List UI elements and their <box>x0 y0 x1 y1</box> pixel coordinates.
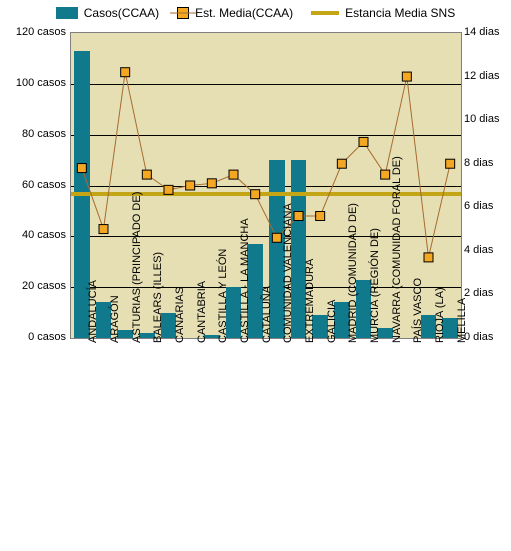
y-right-tick: 14 dias <box>464 26 499 38</box>
y-right-tick: 4 dias <box>464 244 493 256</box>
y-right-tick: 10 dias <box>464 113 499 125</box>
legend-item-line: Est. Media(CCAA) <box>177 6 293 20</box>
legend-swatch-bar <box>56 7 78 19</box>
x-axis-label: CANTABRIA <box>196 281 208 343</box>
line-marker <box>337 159 346 168</box>
legend-label-line: Est. Media(CCAA) <box>195 6 293 20</box>
y-left-tick: 120 casos <box>16 26 66 38</box>
x-axis-label: NAVARRA (COMUNIDAD FORAL DE) <box>391 156 403 343</box>
legend-label-bars: Casos(CCAA) <box>84 6 159 20</box>
x-axis-label: ANDALUCÍA <box>87 280 99 343</box>
x-axis-label: ASTURIAS (PRINCIPADO DE) <box>131 192 143 343</box>
line-marker <box>186 181 195 190</box>
y-axis-left: 0 casos20 casos40 casos60 casos80 casos1… <box>0 32 70 337</box>
legend: Casos(CCAA) Est. Media(CCAA) Estancia Me… <box>0 2 511 24</box>
x-axis-label: RIOJA (LA) <box>434 287 446 343</box>
y-right-tick: 0 dias <box>464 331 493 343</box>
legend-swatch-ref <box>311 11 339 15</box>
x-axis-label: BALEARS (ILLES) <box>152 252 164 343</box>
line-marker <box>272 233 281 242</box>
legend-item-ref: Estancia Media SNS <box>311 6 455 20</box>
x-axis-label: PAÍS VASCO <box>412 278 424 343</box>
line-marker <box>424 253 433 262</box>
line-marker <box>446 159 455 168</box>
chart-container: Casos(CCAA) Est. Media(CCAA) Estancia Me… <box>0 0 511 551</box>
x-axis-label: CASTILLA - LA MANCHA <box>239 218 251 343</box>
legend-label-ref: Estancia Media SNS <box>345 6 455 20</box>
y-right-tick: 2 dias <box>464 287 493 299</box>
y-right-tick: 6 dias <box>464 200 493 212</box>
line-marker <box>229 170 238 179</box>
line-marker <box>294 212 303 221</box>
y-left-tick: 0 casos <box>28 331 66 343</box>
y-left-tick: 40 casos <box>22 229 66 241</box>
x-axis-label: COMUNIDAD VALENCIANA <box>282 203 294 343</box>
y-right-tick: 8 dias <box>464 157 493 169</box>
x-axis-label: MELILLA <box>456 298 468 343</box>
y-left-tick: 60 casos <box>22 179 66 191</box>
line-marker <box>164 185 173 194</box>
line-marker <box>359 137 368 146</box>
line-marker <box>381 170 390 179</box>
y-axis-right: 0 dias2 dias4 dias6 dias8 dias10 dias12 … <box>460 32 511 337</box>
x-axis-label: EXTREMADURA <box>304 259 316 343</box>
legend-swatch-marker <box>177 7 189 19</box>
line-marker <box>142 170 151 179</box>
y-left-tick: 20 casos <box>22 280 66 292</box>
line-marker <box>77 164 86 173</box>
y-left-tick: 80 casos <box>22 128 66 140</box>
x-axis-label: MADRID (COMUNIDAD DE) <box>347 203 359 343</box>
line-marker <box>251 190 260 199</box>
x-axis-label: CATALUÑA <box>261 286 273 343</box>
x-axis-label: ARAGÓN <box>109 295 121 343</box>
x-axis-label: GALICIA <box>326 300 338 343</box>
y-right-tick: 12 dias <box>464 70 499 82</box>
x-axis-label: MURCIA (REGIÓN DE) <box>369 228 381 343</box>
x-axis-label: CASTILLA Y LEÓN <box>217 249 229 343</box>
line-marker <box>99 225 108 234</box>
legend-item-bars: Casos(CCAA) <box>56 6 159 20</box>
x-axis-label: CANARIAS <box>174 287 186 343</box>
line-marker <box>121 68 130 77</box>
line-marker <box>207 179 216 188</box>
y-left-tick: 100 casos <box>16 77 66 89</box>
line-marker <box>316 212 325 221</box>
line-marker <box>402 72 411 81</box>
